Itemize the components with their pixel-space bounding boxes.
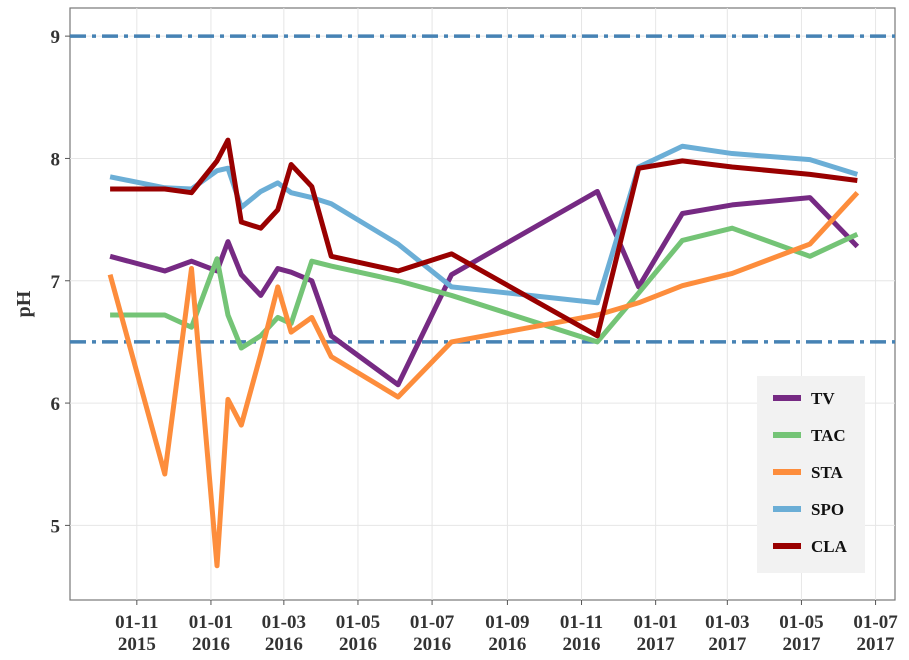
legend-label: TAC [811, 426, 846, 445]
series-line [110, 137, 858, 339]
y-tick-label: 5 [51, 516, 61, 537]
legend-label: CLA [811, 537, 848, 556]
x-tick-label: 01-01 2016 [189, 612, 233, 655]
x-tick-label-line: 01-09 [485, 612, 529, 633]
series-line [107, 190, 860, 569]
x-tick-label-line: 2016 [265, 634, 303, 655]
x-tick-label-line: 01-11 [560, 612, 603, 633]
x-tick-label: 01-07 2016 [410, 612, 455, 655]
x-tick-label-line: 01-03 [705, 612, 749, 633]
x-tick-label-line: 2017 [637, 634, 676, 655]
legend-label: STA [811, 463, 844, 482]
series-line [109, 143, 859, 306]
x-tick-label-line: 01-01 [189, 612, 233, 633]
x-tick-label-line: 01-03 [262, 612, 306, 633]
y-tick-label: 8 [51, 149, 61, 170]
x-tick-label: 01-01 2017 [633, 612, 677, 655]
x-tick-label: 01-03 2016 [262, 612, 306, 655]
legend-label: SPO [811, 500, 844, 519]
x-tick-label: 01-05 2016 [336, 612, 380, 655]
y-axis-label: pH [13, 290, 35, 317]
x-tick-label-line: 2016 [563, 634, 601, 655]
x-tick-label-line: 2016 [339, 634, 377, 655]
x-tick-label-line: 2016 [413, 634, 451, 655]
x-tick-label-line: 2015 [118, 634, 156, 655]
legend: TV TAC STA SPO CLA [757, 376, 865, 573]
x-tick-label-line: 2017 [708, 634, 747, 655]
x-tick-label-line: 01-07 [853, 612, 898, 633]
series-line [110, 225, 859, 351]
x-tick-label: 01-11 2016 [560, 612, 603, 655]
x-tick-label-line: 2017 [857, 634, 896, 655]
x-tick-label-line: 01-05 [779, 612, 823, 633]
x-tick-label: 01-05 2017 [779, 612, 823, 655]
x-tick-label-line: 01-07 [410, 612, 455, 633]
y-tick-label: 9 [51, 27, 61, 48]
x-tick-label-line: 01-01 [633, 612, 677, 633]
x-tick-label: 01-09 2016 [485, 612, 529, 655]
x-tick-label: 01-11 2015 [115, 612, 158, 655]
x-tick-label-line: 2016 [488, 634, 526, 655]
x-tick-label: 01-07 2017 [853, 612, 898, 655]
y-tick-label: 7 [51, 272, 61, 293]
legend-label: TV [811, 389, 835, 408]
x-tick-label-line: 2017 [782, 634, 821, 655]
y-tick-label: 6 [51, 394, 61, 415]
x-tick-label: 01-03 2017 [705, 612, 749, 655]
x-tick-label-line: 01-05 [336, 612, 380, 633]
x-tick-label-line: 01-11 [115, 612, 158, 633]
x-tick-label-line: 2016 [192, 634, 230, 655]
